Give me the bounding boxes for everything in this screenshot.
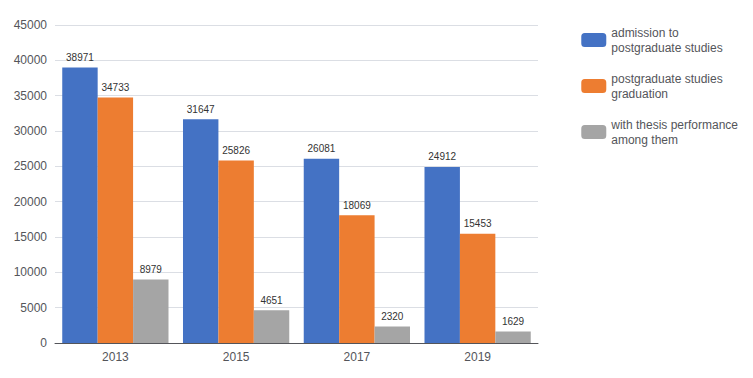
svg-text:24912: 24912 bbox=[428, 151, 456, 162]
svg-text:2013: 2013 bbox=[102, 350, 129, 364]
svg-text:35000: 35000 bbox=[14, 89, 48, 103]
svg-text:admission to: admission to bbox=[611, 26, 679, 40]
svg-text:postgraduate studies: postgraduate studies bbox=[611, 41, 722, 55]
svg-text:15000: 15000 bbox=[14, 230, 48, 244]
svg-text:38971: 38971 bbox=[66, 52, 94, 63]
svg-text:1629: 1629 bbox=[502, 316, 525, 327]
svg-text:18069: 18069 bbox=[343, 200, 371, 211]
svg-text:26081: 26081 bbox=[308, 143, 336, 154]
svg-text:10000: 10000 bbox=[14, 265, 48, 279]
svg-text:25826: 25826 bbox=[222, 145, 250, 156]
svg-text:4651: 4651 bbox=[260, 295, 283, 306]
svg-text:20000: 20000 bbox=[14, 195, 48, 209]
svg-text:graduation: graduation bbox=[611, 87, 668, 101]
svg-text:among them: among them bbox=[611, 133, 678, 147]
svg-text:0: 0 bbox=[40, 336, 47, 350]
svg-text:40000: 40000 bbox=[14, 53, 48, 67]
svg-text:2015: 2015 bbox=[223, 350, 250, 364]
svg-text:2017: 2017 bbox=[344, 350, 371, 364]
svg-text:2320: 2320 bbox=[381, 311, 404, 322]
svg-text:30000: 30000 bbox=[14, 124, 48, 138]
svg-text:5000: 5000 bbox=[20, 301, 47, 315]
svg-text:15453: 15453 bbox=[464, 218, 492, 229]
svg-text:8979: 8979 bbox=[140, 264, 163, 275]
svg-text:45000: 45000 bbox=[14, 18, 48, 32]
svg-text:25000: 25000 bbox=[14, 159, 48, 173]
svg-text:34733: 34733 bbox=[101, 82, 129, 93]
svg-text:31647: 31647 bbox=[187, 104, 215, 115]
svg-text:postgraduate studies: postgraduate studies bbox=[611, 72, 722, 86]
svg-text:with thesis performance: with thesis performance bbox=[610, 118, 738, 132]
svg-text:2019: 2019 bbox=[464, 350, 491, 364]
